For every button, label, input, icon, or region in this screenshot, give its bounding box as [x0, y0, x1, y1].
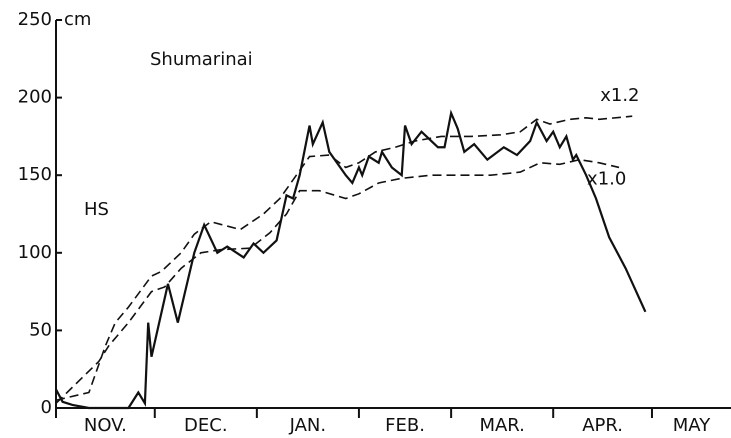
series-label: x1.0 [587, 168, 626, 189]
y-axis-label: HS [84, 199, 109, 220]
y-unit: cm [64, 9, 91, 30]
x-tick-label: MAY [673, 415, 711, 436]
y-tick-label: 150 [18, 164, 52, 185]
x-tick-label: APR. [582, 415, 623, 436]
x-tick-label: FEB. [385, 415, 425, 436]
chart-title: Shumarinai [150, 49, 253, 70]
x-tick-label: NOV. [84, 415, 127, 436]
series-line [55, 109, 647, 410]
series-line [55, 115, 633, 402]
x-tick-label: MAR. [479, 415, 524, 436]
y-tick-label: 50 [29, 319, 52, 340]
y-tick-label: 200 [18, 87, 52, 108]
y-tick-label: 0 [41, 397, 52, 418]
y-tick-label: 100 [18, 242, 52, 263]
y-tick-label: 250 [18, 9, 52, 30]
x-tick-label: DEC. [184, 415, 228, 436]
x-tick-label: JAN. [289, 415, 327, 436]
series-line [55, 158, 620, 404]
series-label: x1.2 [600, 85, 639, 106]
